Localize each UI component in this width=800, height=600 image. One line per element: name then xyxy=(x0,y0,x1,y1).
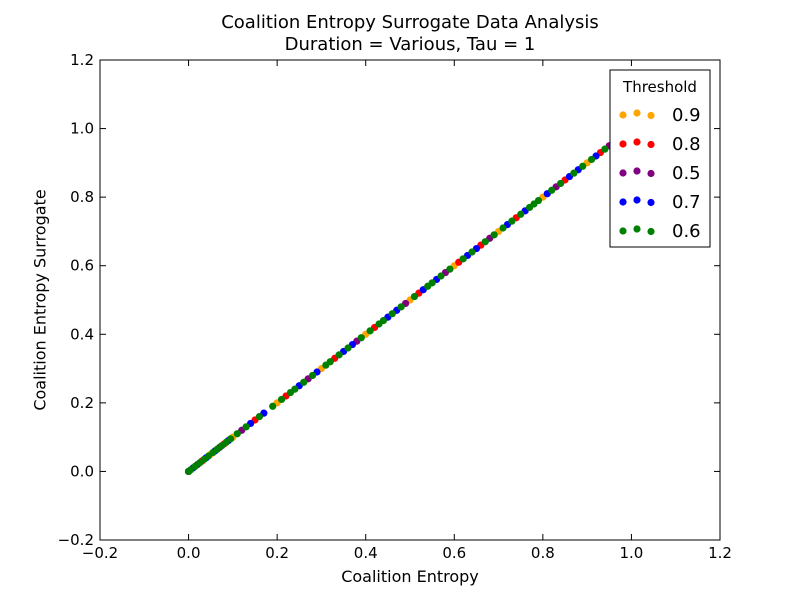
data-point-series-4 xyxy=(344,344,352,352)
data-point-series-4 xyxy=(233,430,241,438)
data-point-series-4 xyxy=(227,435,235,443)
legend-marker-0 xyxy=(647,111,655,120)
data-point-series-4 xyxy=(388,310,396,318)
data-point-series-4 xyxy=(291,385,299,393)
legend-marker-3 xyxy=(633,196,641,204)
data-point-series-4 xyxy=(459,255,467,263)
data-point-series-4 xyxy=(437,272,445,280)
data-point-series-4 xyxy=(556,179,565,188)
y-tick-label: 0.4 xyxy=(70,325,94,343)
data-point-series-4 xyxy=(379,316,388,325)
data-point-series-4 xyxy=(308,371,317,380)
legend-label-3: 0.7 xyxy=(672,192,701,213)
data-point-series-4 xyxy=(446,265,454,273)
legend-label-4: 0.6 xyxy=(672,221,701,242)
y-tick-label: −0.2 xyxy=(58,531,94,549)
data-point-series-4 xyxy=(255,412,264,421)
data-point-series-4 xyxy=(357,334,365,342)
data-point-series-4 xyxy=(579,162,587,170)
data-point-series-4 xyxy=(490,231,498,239)
x-tick-label: 0.0 xyxy=(177,544,201,562)
legend-marker-0 xyxy=(619,111,627,119)
data-point-series-4 xyxy=(242,423,250,431)
data-point-series-4 xyxy=(410,292,419,301)
data-point-series-4 xyxy=(468,248,476,256)
x-tick-label: −0.2 xyxy=(82,544,118,562)
data-point-series-4 xyxy=(481,238,489,246)
legend-title: Threshold xyxy=(622,78,697,96)
legend-marker-2 xyxy=(633,167,641,175)
plot-frame xyxy=(99,59,721,541)
data-point-series-4 xyxy=(534,196,543,205)
data-point-series-4 xyxy=(548,186,556,194)
data-point-series-4 xyxy=(269,402,277,410)
y-tick-label: 0.6 xyxy=(70,257,94,275)
y-tick-label: 1.2 xyxy=(70,51,94,69)
data-point-series-4 xyxy=(508,217,516,225)
legend-label-1: 0.8 xyxy=(672,134,701,155)
legend-marker-1 xyxy=(619,140,627,148)
legend-marker-3 xyxy=(647,198,655,207)
data-point-series-4 xyxy=(397,303,405,311)
data-point-series-4 xyxy=(428,279,436,287)
data-point-series-4 xyxy=(300,378,308,386)
chart-title: Coalition Entropy Surrogate Data Analysi… xyxy=(221,12,599,33)
chart-subtitle: Duration = Various, Tau = 1 xyxy=(284,34,536,55)
legend-marker-4 xyxy=(647,227,655,236)
legend-box xyxy=(609,69,711,248)
data-point-series-4 xyxy=(570,169,578,177)
legend-marker-0 xyxy=(633,109,641,117)
x-axis-label: Coalition Entropy xyxy=(341,567,479,586)
x-tick-label: 1.0 xyxy=(619,544,643,562)
data-point-series-4 xyxy=(326,358,334,366)
data-point-series-4 xyxy=(366,327,374,335)
data-point-series-4 xyxy=(499,224,507,232)
x-tick-label: 0.6 xyxy=(442,544,466,562)
data-point-series-4 xyxy=(277,395,286,404)
legend-marker-4 xyxy=(619,227,627,235)
x-tick-label: 0.8 xyxy=(531,544,555,562)
data-point-series-4 xyxy=(601,145,609,153)
data-point-series-4 xyxy=(335,351,343,359)
legend-marker-2 xyxy=(647,169,655,178)
y-tick-label: 0.0 xyxy=(70,462,94,480)
legend-label-2: 0.5 xyxy=(672,163,701,184)
data-point-series-4 xyxy=(517,210,525,218)
x-tick-label: 0.2 xyxy=(265,544,289,562)
legend-marker-3 xyxy=(619,198,627,206)
y-axis-label: Coalition Entropy Surrogate xyxy=(30,189,50,411)
legend-marker-4 xyxy=(633,225,641,233)
y-tick-label: 0.2 xyxy=(70,394,94,412)
legend-marker-1 xyxy=(633,138,641,146)
data-point-series-4 xyxy=(587,155,596,164)
legend-marker-2 xyxy=(619,169,627,177)
legend-label-0: 0.9 xyxy=(672,105,701,126)
x-tick-label: 1.2 xyxy=(708,544,732,562)
chart-title-block: Coalition Entropy Surrogate Data Analysi… xyxy=(100,12,720,56)
y-tick-label: 0.8 xyxy=(70,188,94,206)
y-tick-label: 1.0 xyxy=(70,120,94,138)
legend-marker-1 xyxy=(647,140,655,149)
x-tick-label: 0.4 xyxy=(354,544,378,562)
